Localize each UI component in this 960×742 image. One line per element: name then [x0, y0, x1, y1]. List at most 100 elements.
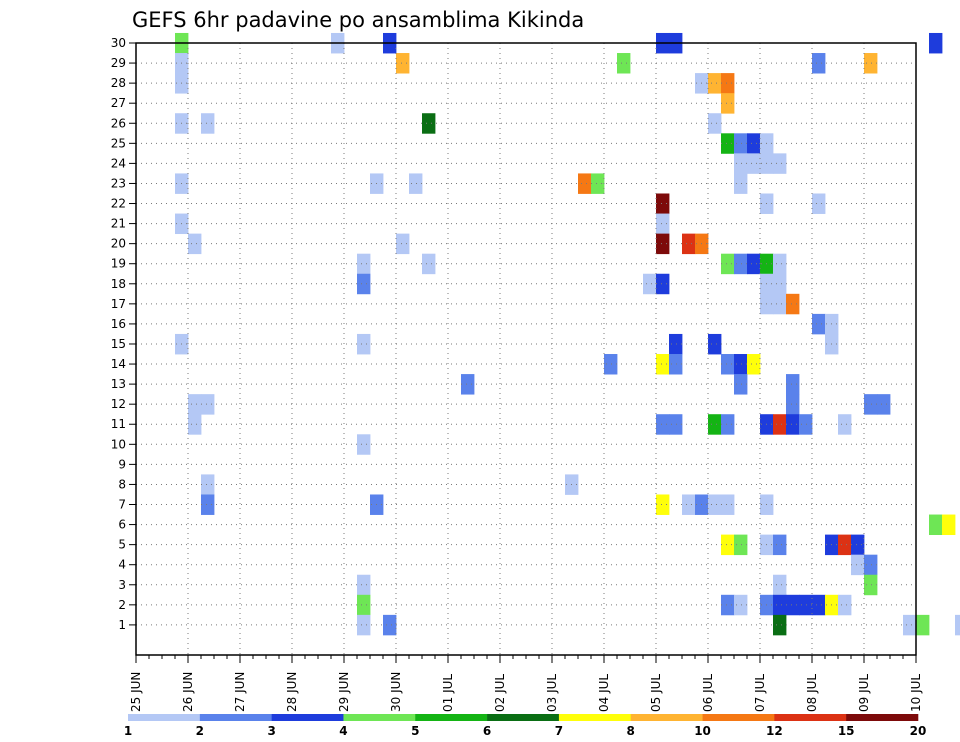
heatmap-cell [786, 594, 800, 616]
heatmap-cell [734, 534, 748, 556]
heatmap-cell [786, 394, 800, 415]
grid-lines [136, 42, 916, 655]
heatmap-cell [734, 133, 748, 154]
colorbar-label: 4 [339, 724, 347, 738]
heatmap-cell [708, 494, 722, 515]
y-tick-label: 3 [118, 578, 126, 592]
heatmap-cell [396, 53, 410, 74]
heatmap-cell [721, 494, 735, 515]
heatmap-cell [669, 333, 683, 355]
heatmap-cell [929, 32, 943, 54]
heatmap-cell [773, 293, 787, 315]
heatmap-cell [682, 233, 696, 255]
colorbar-label: 2 [196, 724, 204, 738]
heatmap-cell [422, 113, 436, 134]
heatmap-cell [864, 554, 878, 576]
y-tick-label: 29 [111, 56, 126, 70]
heatmap-cell [201, 494, 215, 515]
heatmap-cell [786, 293, 800, 315]
heatmap-cell [773, 574, 787, 596]
heatmap-cell [812, 193, 826, 214]
heatmap-cell [773, 253, 787, 275]
heatmap-cell [734, 253, 748, 275]
heatmap-cell [708, 333, 722, 355]
x-tick-label: 03 JUL [545, 674, 559, 712]
heatmap-cell [916, 614, 930, 636]
plot-frame [135, 42, 917, 656]
y-tick-label: 27 [111, 96, 126, 110]
heatmap-cell [773, 594, 787, 616]
heatmap-cell [838, 594, 852, 616]
x-tick-label: 06 JUL [701, 674, 715, 712]
colorbar-swatch [199, 714, 272, 721]
y-tick-label: 13 [111, 377, 126, 391]
heatmap-cell [734, 153, 748, 174]
heatmap-cell [851, 554, 865, 576]
y-tick-label: 23 [111, 176, 126, 190]
chart-title: GEFS 6hr padavine po ansamblima Kikinda [132, 8, 584, 32]
colorbar-label: 6 [483, 724, 491, 738]
heatmap-cell [838, 414, 852, 435]
colorbar-label: 15 [838, 724, 855, 738]
heatmap-cell [721, 354, 735, 375]
colorbar-label: 12 [766, 724, 783, 738]
y-tick-label: 14 [111, 357, 126, 371]
colorbar-label: 1 [124, 724, 132, 738]
colorbar-swatch [487, 714, 560, 721]
y-tick-label: 1 [118, 618, 126, 632]
colorbar-label: 10 [694, 724, 711, 738]
heatmap-cell [851, 534, 865, 556]
colorbar-swatch [846, 714, 919, 721]
colorbar-label: 3 [267, 724, 275, 738]
y-tick-label: 25 [111, 136, 126, 150]
y-tick-label: 16 [111, 317, 126, 331]
heatmap-cell [708, 113, 722, 134]
heatmap-cell [942, 514, 956, 536]
colorbar-swatch [343, 714, 416, 721]
heatmap-cell [955, 614, 960, 636]
heatmap-cell [721, 93, 735, 114]
x-tick-label: 09 JUL [857, 674, 871, 712]
x-tick-label: 05 JUL [649, 674, 663, 712]
heatmap-cell [656, 193, 670, 214]
heatmap-cell [357, 273, 371, 295]
y-tick-label: 4 [118, 558, 126, 572]
y-tick-label: 20 [111, 237, 126, 251]
y-tick-label: 19 [111, 257, 126, 271]
heatmap-cell [656, 414, 670, 435]
y-tick-label: 5 [118, 538, 126, 552]
heatmap-cell [656, 354, 670, 375]
heatmap-cell [786, 374, 800, 395]
colorbar-swatch [128, 714, 201, 721]
heatmap-cell [682, 494, 696, 515]
heatmap-cell [734, 354, 748, 375]
heatmap-cell [721, 414, 735, 435]
x-tick-label: 08 JUL [805, 674, 819, 712]
x-tick-label: 02 JUL [493, 674, 507, 712]
y-tick-label: 21 [111, 217, 126, 231]
heatmap-cell [357, 253, 371, 275]
heatmap-cell [578, 173, 592, 194]
colorbar-label: 8 [627, 724, 635, 738]
heatmap-cell [747, 354, 761, 375]
heatmap-cell [786, 414, 800, 435]
heatmap-cell [617, 53, 631, 74]
heatmap-cell [357, 614, 371, 636]
x-tick-label: 01 JUL [441, 674, 455, 712]
heatmap-cell [903, 614, 917, 636]
y-tick-label: 12 [111, 397, 126, 411]
x-tick-label: 25 JUN [129, 672, 143, 712]
heatmap-cell [669, 414, 683, 435]
heatmap-cell [461, 374, 475, 395]
colorbar-label: 20 [910, 724, 927, 738]
x-tick-label: 04 JUL [597, 674, 611, 712]
colorbar-label: 5 [411, 724, 419, 738]
heatmap-cell [357, 333, 371, 355]
colorbar-swatch [774, 714, 847, 721]
heatmap-cell [812, 594, 826, 616]
colorbar-swatch [271, 714, 344, 721]
heatmap-cell [357, 594, 371, 616]
heatmap-cell [812, 53, 826, 74]
y-tick-label: 8 [118, 477, 126, 491]
